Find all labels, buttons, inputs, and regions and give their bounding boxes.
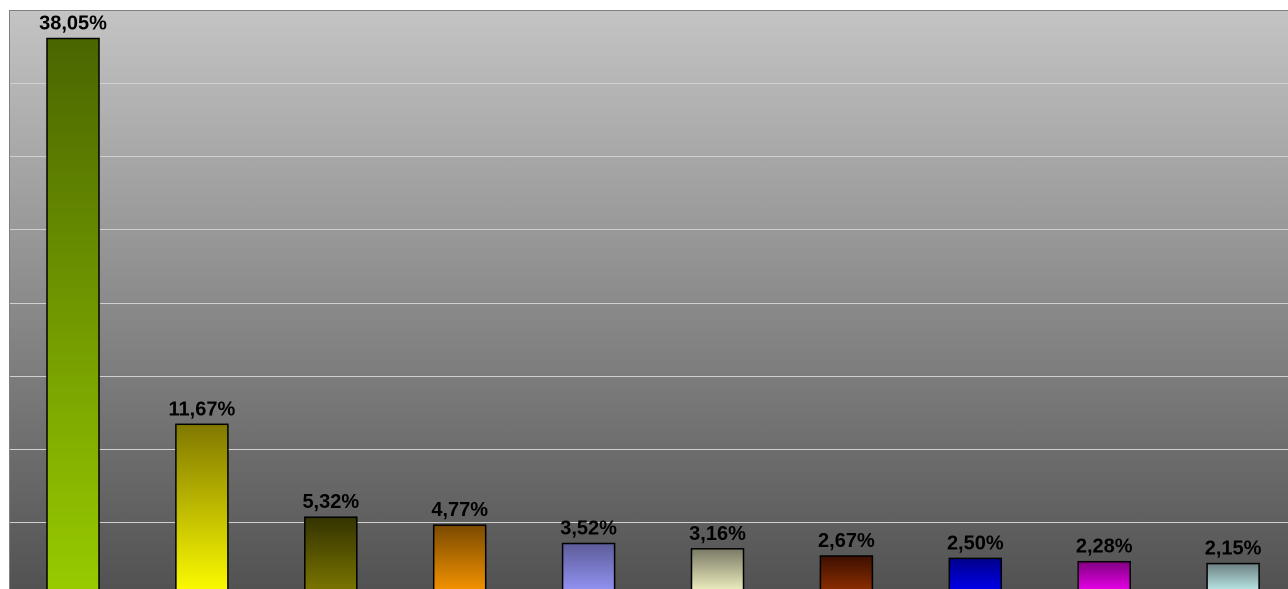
bar-value-label: 2,67% [818, 530, 875, 552]
bar-value-label: 3,16% [689, 523, 746, 545]
bars [46, 37, 1260, 589]
bar [1206, 562, 1260, 589]
bar [819, 555, 874, 589]
bar-value-label: 3,52% [560, 518, 617, 540]
bar [948, 557, 1003, 589]
bar [1077, 560, 1131, 589]
bar-value-label: 2,15% [1205, 538, 1262, 560]
bar [175, 423, 229, 589]
bar [304, 516, 358, 589]
bar-value-label: 4,77% [431, 499, 488, 521]
bar-value-label: 2,28% [1076, 536, 1133, 558]
bar-value-label: 38,05% [39, 13, 107, 35]
bar [561, 542, 616, 589]
bar [690, 548, 745, 589]
bar-value-label: 11,67% [169, 398, 236, 420]
bar [432, 524, 487, 589]
data-labels: 38,05% 11,67% 5,32% 4,77% 3,52% 3,16% 2,67% 2,5… [39, 13, 1262, 560]
bar [46, 37, 100, 589]
bar-value-label: 2,50% [947, 532, 1004, 554]
bar-value-label: 5,32% [302, 491, 359, 513]
